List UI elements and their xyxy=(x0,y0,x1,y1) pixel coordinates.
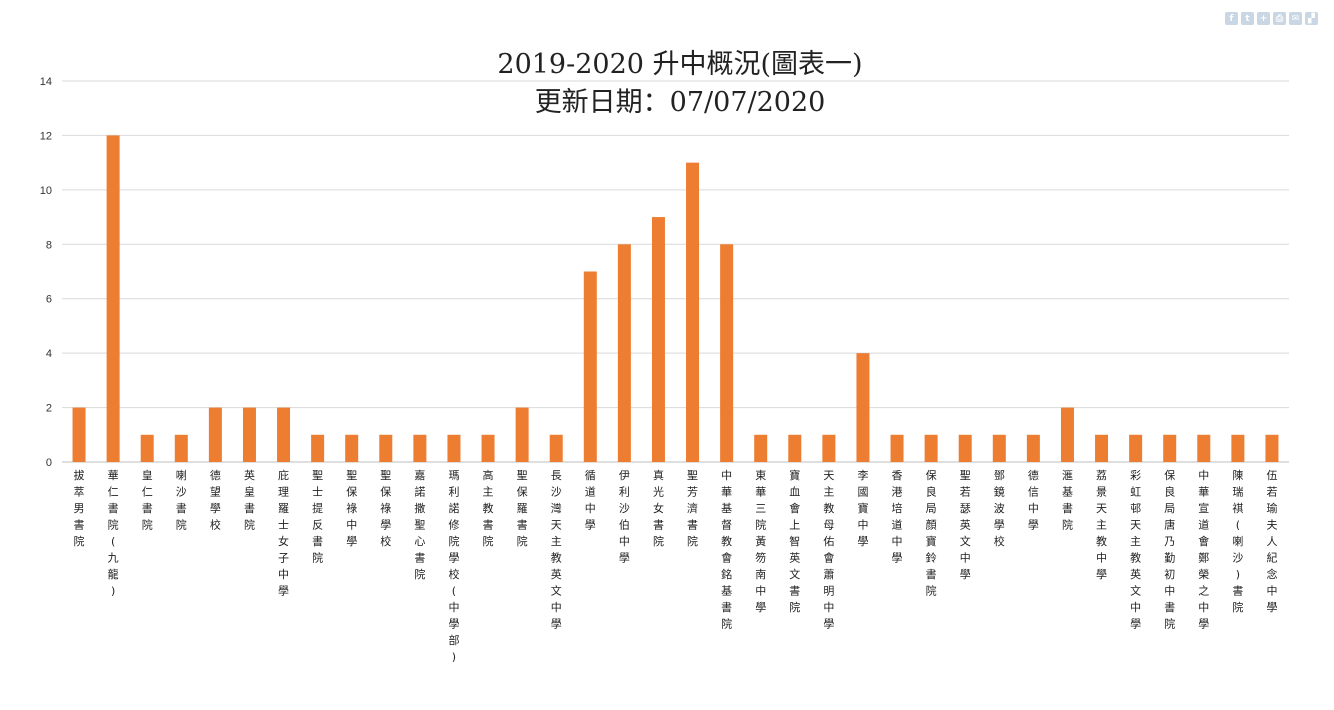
y-tick-label: 6 xyxy=(46,294,52,306)
x-category-label: 中華宣道會鄭榮之中學 xyxy=(1198,469,1209,631)
x-category-label: 荔景天主教中學 xyxy=(1096,469,1107,581)
bar xyxy=(822,434,836,462)
x-category-label: 香港培道中學 xyxy=(892,469,903,565)
bar xyxy=(1231,434,1245,462)
x-category-label: 中華基督教會銘基書院 xyxy=(721,469,732,631)
x-category-label: 滙基書院 xyxy=(1062,469,1073,532)
x-category-label: 天主教母佑會蕭明中學 xyxy=(823,469,834,631)
email-icon[interactable]: ✉ xyxy=(1289,12,1302,25)
bar xyxy=(1197,434,1211,462)
bar xyxy=(549,434,563,462)
bar xyxy=(106,135,120,462)
twitter-icon[interactable]: t xyxy=(1241,12,1254,25)
x-category-label: 保良局唐乃勤初中書院 xyxy=(1164,468,1175,631)
x-axis-labels: 拔萃男書院 華仁書院(九龍) 皇仁書院 喇沙書院 德望學校 英皇書院 庇理羅士女子中學 聖士提… xyxy=(74,468,1278,664)
x-category-label: 東華三院黃笏南中學 xyxy=(755,469,766,614)
bar xyxy=(856,353,870,462)
bar xyxy=(1095,434,1109,462)
y-tick-label: 0 xyxy=(46,457,52,469)
bar xyxy=(958,434,972,462)
y-axis-ticks: 0 2 4 6 8 10 12 14 xyxy=(40,76,52,469)
bar xyxy=(481,434,495,462)
share-toolbar: f t + ⎙ ✉ ▞ xyxy=(1225,12,1318,25)
x-category-label: 瑪利諾修院學校(中學部) xyxy=(448,469,459,664)
x-category-label: 聖保祿中學 xyxy=(346,469,357,548)
x-category-label: 聖芳濟書院 xyxy=(687,469,698,548)
bar xyxy=(208,407,222,462)
bar xyxy=(754,434,768,462)
x-category-label: 寶血會上智英文書院 xyxy=(789,468,800,614)
x-category-label: 喇沙書院 xyxy=(176,468,187,532)
bar xyxy=(890,434,904,462)
bar xyxy=(174,434,188,462)
y-tick-label: 12 xyxy=(40,130,52,142)
x-category-label: 伊利沙伯中學 xyxy=(619,469,630,565)
bar xyxy=(311,434,325,462)
bar xyxy=(1129,434,1143,462)
x-category-label: 聖保羅書院 xyxy=(517,469,528,548)
y-tick-label: 8 xyxy=(46,239,52,251)
bar xyxy=(140,434,154,462)
chart-title: 2019-2020 升中概況(圖表一) xyxy=(497,49,862,80)
chart-subtitle: 更新日期：07/07/2020 xyxy=(535,87,826,118)
x-category-label: 皇仁書院 xyxy=(142,468,153,532)
bar xyxy=(686,162,700,462)
x-category-label: 聖士提反書院 xyxy=(312,469,323,565)
x-category-label: 聖若瑟英文中學 xyxy=(960,469,971,581)
bar xyxy=(277,407,291,462)
bar xyxy=(345,434,359,462)
bar xyxy=(617,244,631,462)
x-category-label: 陳瑞祺(喇沙)書院 xyxy=(1232,469,1243,614)
bar xyxy=(720,244,734,462)
x-category-label: 拔萃男書院 xyxy=(74,468,85,548)
bar xyxy=(242,407,256,462)
bar xyxy=(1163,434,1177,462)
x-category-label: 庇理羅士女子中學 xyxy=(278,468,289,598)
x-category-label: 嘉諾撒聖心書院 xyxy=(414,468,425,581)
bar xyxy=(447,434,461,462)
y-tick-label: 2 xyxy=(46,403,52,415)
bar xyxy=(583,271,597,462)
bars xyxy=(72,135,1279,462)
bar xyxy=(788,434,802,462)
bar xyxy=(924,434,938,462)
x-category-label: 聖保祿學校 xyxy=(380,469,391,548)
x-category-label: 彩虹邨天主教英文中學 xyxy=(1130,469,1141,631)
x-category-label: 英皇書院 xyxy=(244,468,255,532)
y-tick-label: 10 xyxy=(40,185,52,197)
x-category-label: 鄧鏡波學校 xyxy=(994,469,1005,548)
share-icon[interactable]: ▞ xyxy=(1305,12,1318,25)
x-category-label: 真光女書院 xyxy=(653,468,664,548)
bar xyxy=(1265,434,1279,462)
x-category-label: 華仁書院(九龍) xyxy=(108,469,119,598)
bar xyxy=(413,434,427,462)
add-icon[interactable]: + xyxy=(1257,12,1270,25)
x-category-label: 長沙灣天主教英文中學 xyxy=(551,469,562,631)
x-category-label: 循道中學 xyxy=(585,469,596,532)
bar xyxy=(379,434,393,462)
bar xyxy=(992,434,1006,462)
x-category-label: 伍若瑜夫人紀念中學 xyxy=(1266,469,1277,614)
y-tick-label: 4 xyxy=(46,348,52,360)
grid-lines xyxy=(62,80,1289,463)
y-tick-label: 14 xyxy=(40,76,52,88)
x-category-label: 德望學校 xyxy=(210,468,221,532)
bar xyxy=(515,407,529,462)
bar xyxy=(1026,434,1040,462)
print-icon[interactable]: ⎙ xyxy=(1273,12,1286,25)
x-category-label: 保良局顏寶鈴書院 xyxy=(926,468,937,598)
x-category-label: 高主教書院 xyxy=(483,468,494,548)
x-category-label: 李國寶中學 xyxy=(857,468,868,548)
bar xyxy=(72,407,86,462)
bar xyxy=(1060,407,1074,462)
x-category-label: 德信中學 xyxy=(1028,468,1039,532)
facebook-icon[interactable]: f xyxy=(1225,12,1238,25)
bar xyxy=(651,217,665,462)
